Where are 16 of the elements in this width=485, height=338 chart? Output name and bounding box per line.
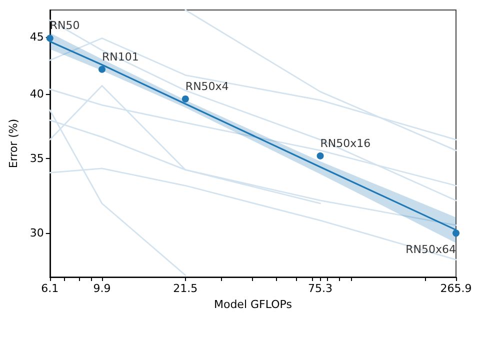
y-tick-label: 45 bbox=[30, 30, 44, 44]
annotation: RN50x64 bbox=[406, 243, 456, 256]
x-tick-label: 21.5 bbox=[173, 282, 198, 295]
y-tick-label: 40 bbox=[30, 88, 44, 101]
annotation: RN50x16 bbox=[320, 136, 371, 150]
annotation: RN50x4 bbox=[185, 80, 229, 93]
y-axis-title: Error (%) bbox=[7, 118, 20, 168]
annotation: RN50 bbox=[50, 19, 80, 32]
x-tick-label: 75.3 bbox=[308, 282, 333, 295]
y-tick-label: 30 bbox=[30, 226, 44, 240]
x-axis-title: Model GFLOPs bbox=[214, 298, 292, 311]
y-tick-label: 35 bbox=[30, 152, 44, 166]
x-tick-label: 6.1 bbox=[41, 282, 59, 295]
x-tick-label: 9.9 bbox=[93, 282, 111, 295]
annotation: RN101 bbox=[102, 50, 139, 64]
x-tick-label: 265.9 bbox=[440, 282, 472, 295]
